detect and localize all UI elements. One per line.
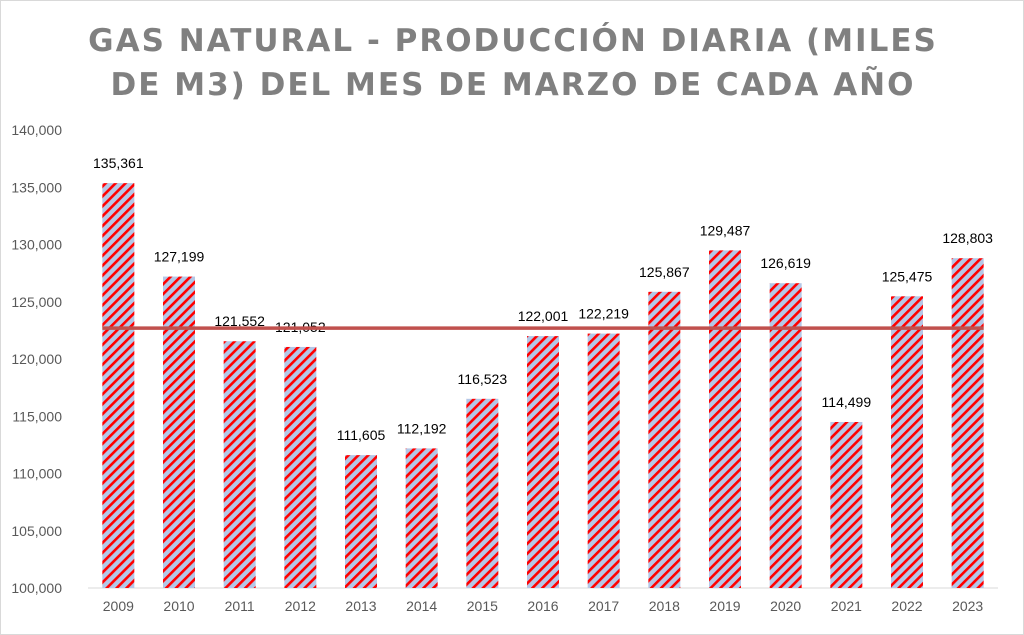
bar-2014 [405, 448, 438, 588]
bar-2009 [102, 183, 135, 588]
x-tick-label: 2018 [649, 598, 680, 614]
data-label-2019: 129,487 [700, 222, 751, 238]
y-tick-label: 105,000 [11, 523, 62, 539]
x-tick-label: 2021 [831, 598, 862, 614]
x-tick-label: 2015 [467, 598, 498, 614]
data-label-2016: 122,001 [518, 308, 569, 324]
y-tick-label: 110,000 [12, 466, 62, 482]
data-label-2018: 125,867 [639, 264, 690, 280]
bar-2016 [527, 336, 559, 588]
data-label-2011: 121,552 [214, 313, 265, 329]
x-tick-label: 2017 [588, 598, 619, 614]
data-label-2013: 111,605 [337, 427, 386, 443]
bar-2018 [648, 291, 681, 588]
data-label-2020: 126,619 [760, 255, 811, 271]
data-label-2015: 116,523 [458, 371, 508, 387]
y-tick-label: 100,000 [11, 580, 62, 596]
bar-2022 [891, 296, 923, 588]
chart-title: GAS NATURAL - PRODUCCIÓN DIARIA (MILES D… [88, 23, 938, 103]
y-tick-label: 120,000 [11, 351, 62, 367]
x-tick-label: 2019 [709, 598, 740, 614]
bar-2023 [951, 258, 984, 588]
bar-2021 [830, 421, 863, 588]
data-label-2022: 125,475 [882, 268, 933, 284]
x-tick-label: 2023 [952, 598, 983, 614]
bar-2019 [709, 250, 741, 589]
x-tick-label: 2013 [345, 598, 376, 614]
y-tick-label: 125,000 [11, 294, 62, 310]
y-tick-label: 130,000 [11, 237, 62, 253]
bar-2011 [223, 341, 256, 588]
data-label-2023: 128,803 [942, 230, 993, 246]
data-label-2010: 127,199 [154, 249, 205, 265]
bar-2020 [769, 283, 802, 588]
bar-2017 [587, 333, 620, 588]
y-tick-label: 135,000 [11, 179, 62, 195]
data-label-2017: 122,219 [578, 306, 629, 322]
x-tick-label: 2014 [406, 598, 437, 614]
bar-2013 [345, 455, 377, 588]
x-tick-label: 2009 [103, 598, 134, 614]
x-tick-label: 2020 [770, 598, 801, 614]
data-label-2009: 135,361 [93, 155, 144, 171]
x-tick-label: 2012 [285, 598, 316, 614]
data-label-2014: 112,192 [397, 420, 447, 436]
x-tick-label: 2022 [891, 598, 922, 614]
bar-2015 [466, 398, 499, 588]
x-tick-label: 2016 [527, 598, 558, 614]
bar-2012 [284, 346, 317, 588]
x-tick-label: 2011 [225, 598, 255, 614]
x-tick-label: 2010 [163, 598, 194, 614]
bar-2010 [163, 276, 195, 588]
y-tick-label: 140,000 [11, 122, 62, 138]
y-tick-label: 115,000 [12, 408, 62, 424]
data-label-2021: 114,499 [822, 394, 872, 410]
